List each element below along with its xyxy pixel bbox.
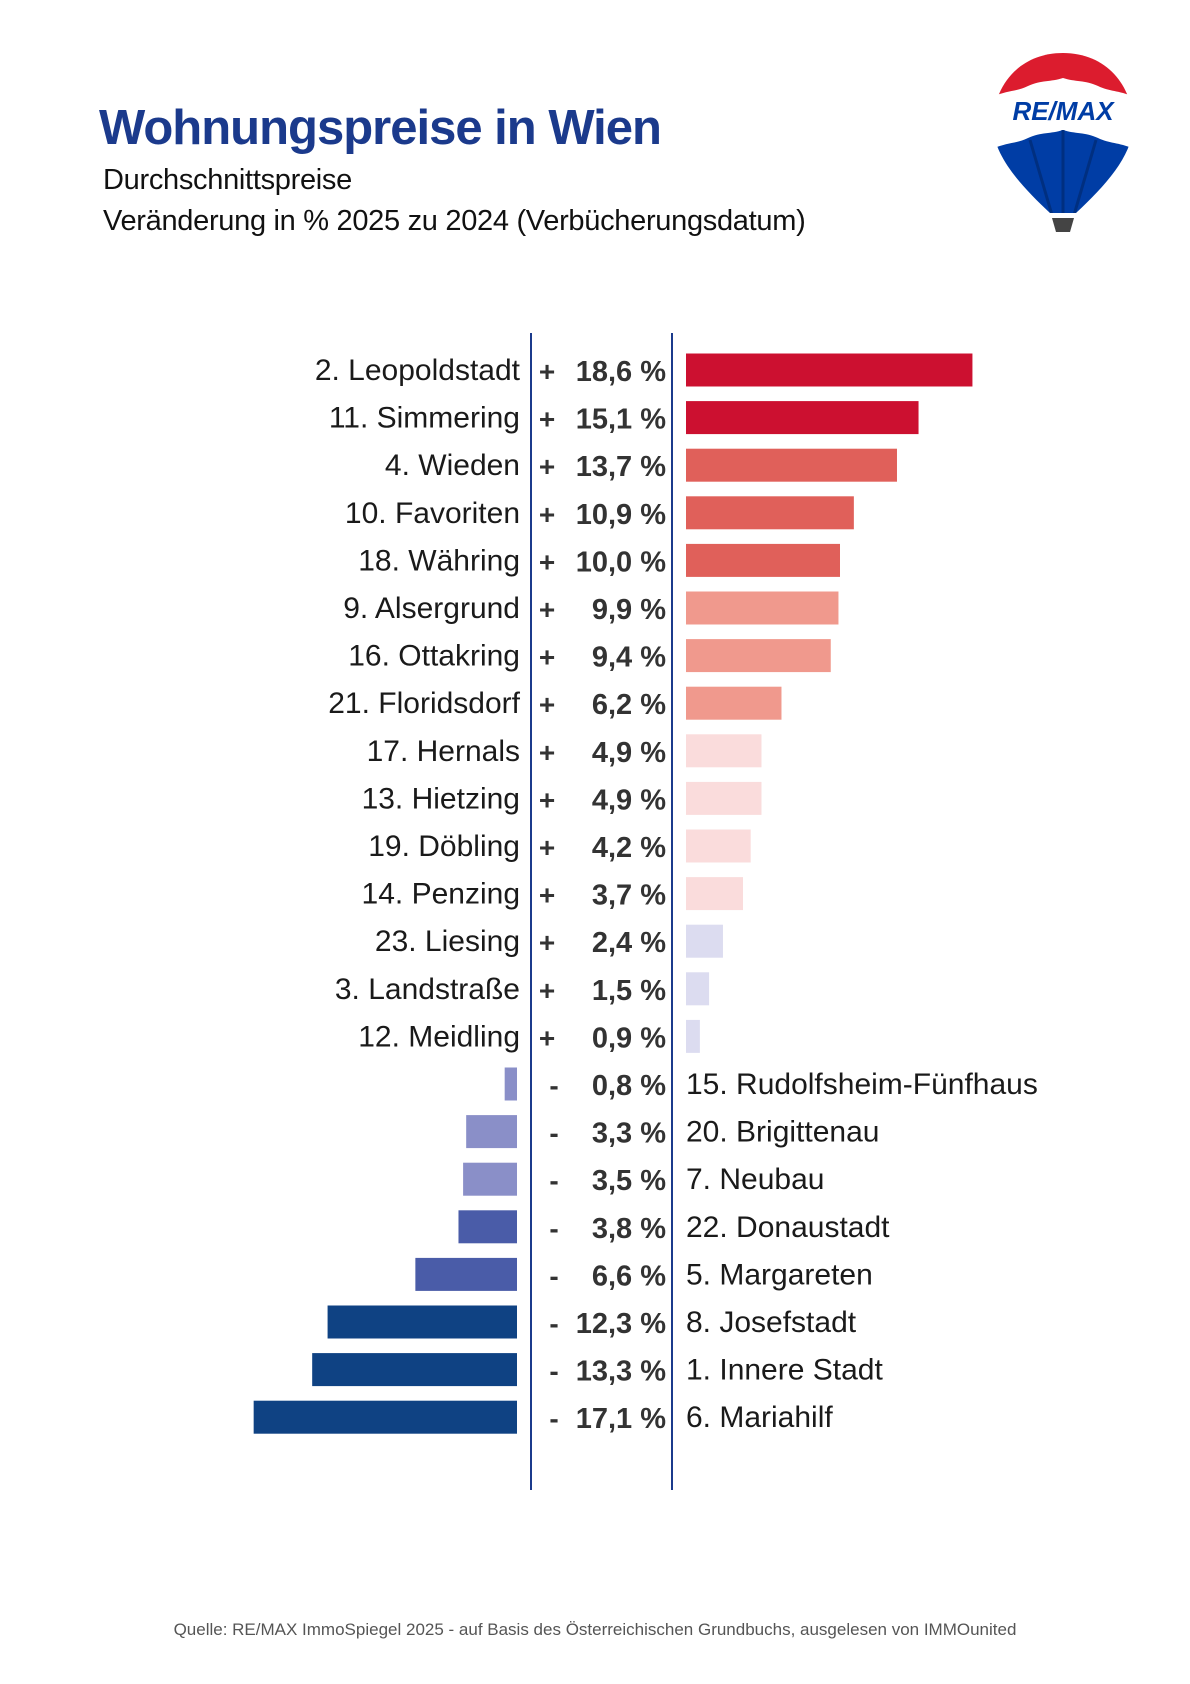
sign-label: - (549, 1165, 558, 1196)
district-label: 2. Leopoldstadt (315, 354, 521, 387)
district-price-change-chart: 2. Leopoldstadt +18,6 % 11. Simmering +15,1… (253, 333, 1038, 1490)
district-label: 10. Favoriten (345, 497, 520, 530)
district-label: 21. Floridsdorf (328, 687, 520, 720)
sign-label: + (539, 594, 555, 625)
sign-label: + (539, 546, 555, 577)
bar (686, 543, 840, 577)
value-label: 13,3 % (576, 1356, 666, 1388)
bar (686, 829, 751, 863)
district-label: 3. Landstraße (335, 973, 520, 1006)
value-label: 6,6 % (592, 1260, 666, 1292)
sign-label: - (549, 1403, 558, 1434)
bar (466, 1115, 517, 1149)
value-label: 2,4 % (592, 927, 666, 959)
district-label: 1. Innere Stadt (686, 1354, 883, 1387)
bar (463, 1162, 517, 1196)
sign-label: + (539, 451, 555, 482)
district-label: 12. Meidling (358, 1020, 520, 1053)
sign-label: + (539, 784, 555, 815)
district-label: 19. Döbling (368, 830, 520, 863)
value-label: 0,8 % (592, 1070, 666, 1102)
sign-label: + (539, 975, 555, 1006)
sign-label: - (549, 1260, 558, 1291)
value-label: 3,5 % (592, 1165, 666, 1197)
sign-label: - (549, 1070, 558, 1101)
bar (686, 401, 919, 435)
sign-label: - (549, 1308, 558, 1339)
bar (686, 686, 782, 720)
remax-balloon-logo: RE/MAX (993, 53, 1133, 232)
district-label: 6. Mariahilf (686, 1401, 833, 1434)
district-label: 5. Margareten (686, 1258, 873, 1291)
value-label: 1,5 % (592, 975, 666, 1007)
bar (686, 353, 973, 387)
bar (686, 496, 854, 530)
value-label: 15,1 % (576, 404, 666, 436)
district-label: 20. Brigittenau (686, 1116, 879, 1149)
value-label: 12,3 % (576, 1308, 666, 1340)
sign-label: + (539, 832, 555, 863)
value-label: 4,9 % (592, 737, 666, 769)
sign-label: + (539, 1022, 555, 1053)
bar (327, 1305, 517, 1339)
sign-label: - (549, 1213, 558, 1244)
value-label: 0,9 % (592, 1022, 666, 1054)
district-label: 14. Penzing (362, 878, 520, 911)
value-label: 3,7 % (592, 880, 666, 912)
district-label: 17. Hernals (367, 735, 520, 768)
value-label: 4,2 % (592, 832, 666, 864)
bar (504, 1067, 517, 1101)
district-label: 22. Donaustadt (686, 1211, 890, 1244)
district-label: 23. Liesing (375, 925, 520, 958)
value-label: 9,9 % (592, 594, 666, 626)
value-label: 10,9 % (576, 499, 666, 531)
value-label: 10,0 % (576, 546, 666, 578)
value-label: 9,4 % (592, 642, 666, 674)
district-label: 18. Währing (358, 544, 520, 577)
sign-label: + (539, 927, 555, 958)
sign-label: + (539, 689, 555, 720)
value-label: 3,8 % (592, 1213, 666, 1245)
bar (415, 1257, 517, 1291)
sign-label: - (549, 1356, 558, 1387)
value-label: 3,3 % (592, 1118, 666, 1150)
sign-label: + (539, 737, 555, 768)
district-label: 8. Josefstadt (686, 1306, 857, 1339)
subtitle-change: Veränderung in % 2025 zu 2024 (Verbücher… (103, 205, 806, 237)
sign-label: + (539, 642, 555, 673)
district-label: 16. Ottakring (348, 640, 520, 673)
sign-label: + (539, 499, 555, 530)
value-label: 18,6 % (576, 356, 666, 388)
bar (312, 1353, 517, 1387)
sign-label: - (549, 1118, 558, 1149)
district-label: 9. Alsergrund (343, 592, 520, 625)
bar (686, 639, 831, 673)
district-label: 4. Wieden (385, 449, 520, 482)
bar (686, 734, 762, 768)
bar (686, 781, 762, 815)
bar (686, 924, 723, 958)
bar (458, 1210, 517, 1244)
svg-text:RE/MAX: RE/MAX (1012, 96, 1115, 126)
district-label: 13. Hietzing (362, 782, 520, 815)
bar (686, 972, 710, 1006)
bar (686, 1019, 700, 1053)
sign-label: + (539, 356, 555, 387)
bar (253, 1400, 517, 1434)
value-label: 13,7 % (576, 451, 666, 483)
district-label: 11. Simmering (329, 402, 520, 435)
sign-label: + (539, 404, 555, 435)
bar (686, 877, 743, 911)
page-title: Wohnungspreise in Wien (99, 101, 662, 155)
district-label: 15. Rudolfsheim-Fünfhaus (686, 1068, 1038, 1101)
subtitle: Durchschnittspreise (103, 164, 352, 196)
bar (686, 591, 839, 625)
source-note: Quelle: RE/MAX ImmoSpiegel 2025 - auf Ba… (173, 1620, 1017, 1639)
value-label: 4,9 % (592, 784, 666, 816)
value-label: 17,1 % (576, 1403, 666, 1435)
sign-label: + (539, 880, 555, 911)
value-label: 6,2 % (592, 689, 666, 721)
bar (686, 448, 897, 482)
district-label: 7. Neubau (686, 1163, 824, 1196)
